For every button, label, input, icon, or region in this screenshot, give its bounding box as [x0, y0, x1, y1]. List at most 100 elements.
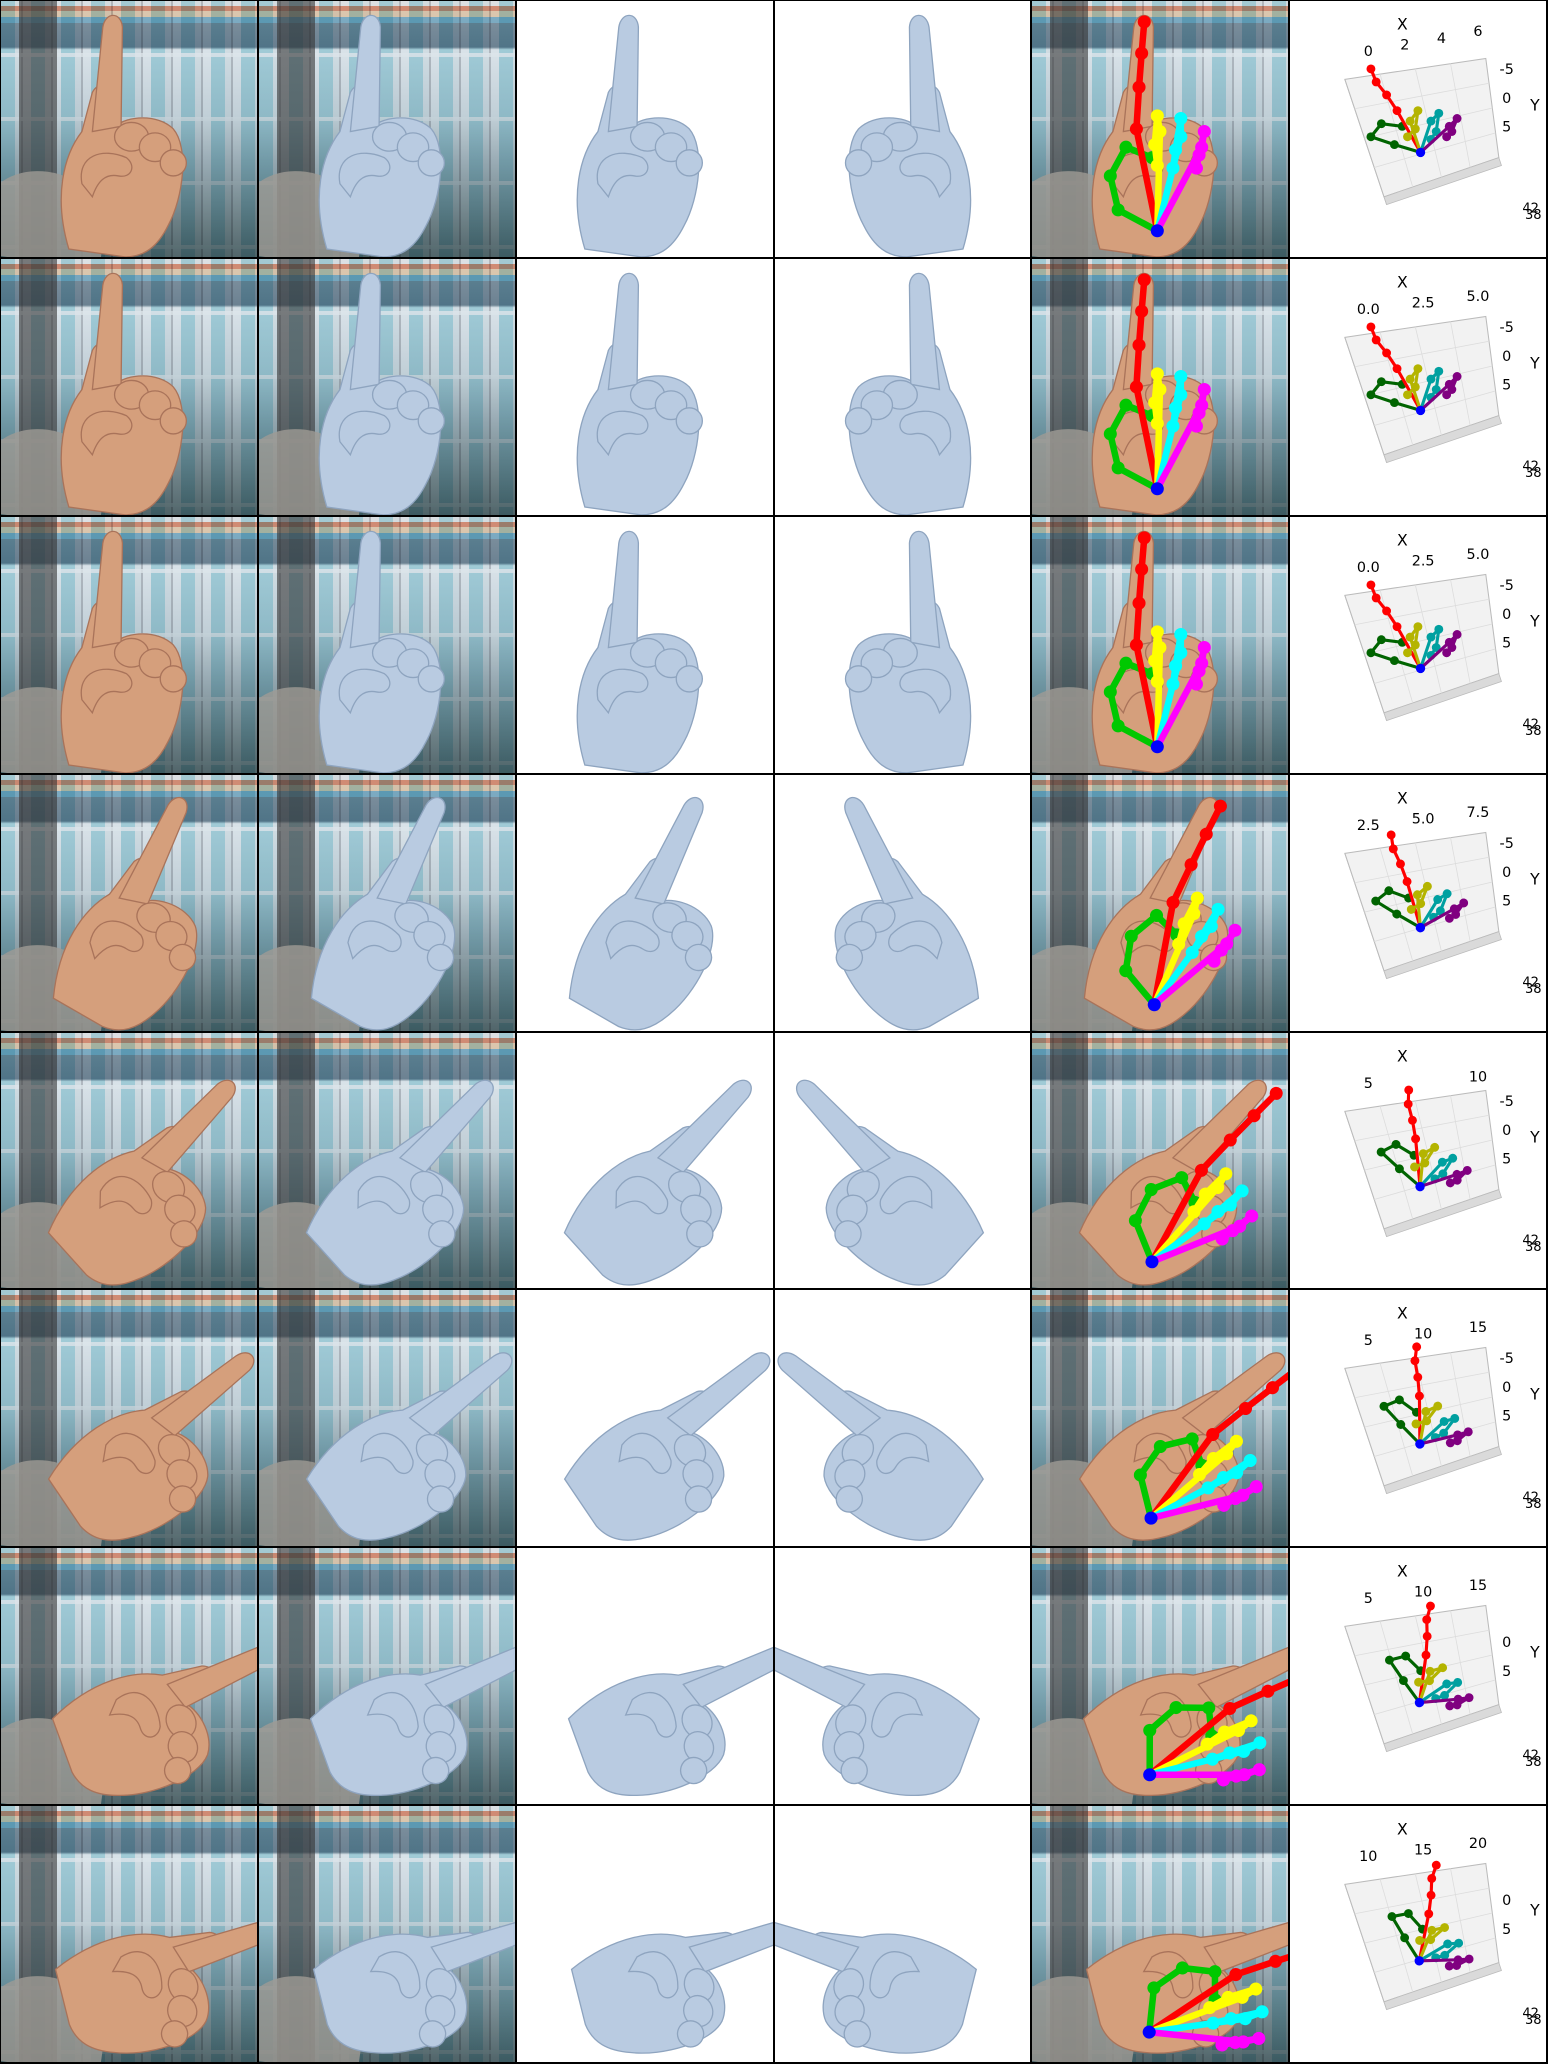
- skeleton-bone: [1137, 1472, 1155, 1522]
- plot-keypoint: [1376, 1147, 1386, 1157]
- plot-keypoint: [1366, 390, 1376, 400]
- skeleton-joint: [1119, 140, 1133, 154]
- x-axis-label: X: [1397, 788, 1408, 807]
- keypoint-overlay-photo: [1032, 1806, 1291, 2064]
- plot-cell: X 2.5 5.0 7.5 Y -5 0 5 42 38: [1290, 774, 1548, 1033]
- x-tick-label: 0.0: [1357, 302, 1380, 318]
- skeleton-joint: [1111, 203, 1126, 217]
- skeleton-joint: [1138, 15, 1152, 29]
- y-tick-label: -5: [1500, 62, 1514, 78]
- skeleton-joint: [1247, 1108, 1261, 1122]
- skeleton-joint: [1148, 138, 1162, 152]
- mesh-render-front: [516, 258, 775, 517]
- skeleton-wrist-joint: [1151, 482, 1165, 496]
- skeleton-bone: [1115, 464, 1161, 492]
- skeleton-joint: [1255, 2005, 1269, 2019]
- plot-keypoint: [1425, 1676, 1435, 1686]
- skeleton-bone: [1151, 940, 1231, 1008]
- mesh-render-front: [516, 774, 775, 1033]
- skeleton-joint: [1228, 923, 1242, 937]
- skeleton-joint: [1244, 1714, 1258, 1728]
- skeleton-joint: [1192, 664, 1206, 678]
- plot-keypoint: [1413, 889, 1422, 899]
- plot-cell: X 5 10 Y -5 0 5 42 38: [1290, 1032, 1548, 1291]
- plot-keypoint: [1392, 621, 1402, 631]
- skeleton-joint: [1217, 1471, 1231, 1485]
- plot-keypoint: [1390, 398, 1400, 407]
- plot-keypoint: [1442, 132, 1452, 142]
- x-tick-label: 5: [1364, 1075, 1373, 1091]
- x-tick-label: 10: [1414, 1585, 1432, 1601]
- plot-keypoint: [1404, 1909, 1413, 1919]
- hand-mesh-front: [568, 796, 713, 1031]
- skeleton-joint: [1151, 367, 1165, 381]
- skeleton-joint: [1202, 1701, 1216, 1715]
- plot-cell: X 0.0 2.5 5.0 Y -5 0 5 42 38: [1290, 516, 1548, 775]
- plot-keypoint: [1413, 621, 1423, 631]
- z-tick-label: 38: [1525, 982, 1542, 997]
- photo-hand: [47, 1352, 255, 1542]
- skeleton-joint: [1190, 161, 1204, 175]
- mesh-overlay-photo: [258, 516, 517, 775]
- hand-mesh-overlay: [312, 1916, 515, 2054]
- plot-keypoint: [1387, 1912, 1397, 1922]
- plot-keypoint: [1403, 648, 1413, 657]
- z-tick-label: 42: [1523, 201, 1540, 216]
- hand-mesh-side: [844, 530, 971, 773]
- skeleton-joint: [1143, 1724, 1157, 1738]
- skeleton-joint: [1195, 929, 1209, 943]
- y-tick-label: 5: [1502, 1151, 1511, 1167]
- plot-keypoint: [1386, 830, 1396, 840]
- plot-keypoint: [1424, 1909, 1434, 1919]
- mesh-render-side: [774, 1806, 1033, 2064]
- skeleton-joint: [1135, 304, 1149, 318]
- skeleton-joint: [1153, 125, 1167, 139]
- y-tick-label: 5: [1502, 377, 1511, 393]
- skeleton-joint: [1198, 382, 1212, 396]
- skeleton-joint: [1198, 640, 1212, 654]
- skeleton-bone: [1133, 599, 1143, 648]
- y-tick-label: 0: [1502, 1122, 1511, 1138]
- plot-keypoint: [1403, 390, 1413, 400]
- plot-keypoint: [1403, 1099, 1413, 1109]
- skeleton-bone: [1133, 641, 1161, 750]
- skeleton-joint: [1229, 1968, 1243, 1982]
- mesh-overlay-photo: [258, 1032, 517, 1291]
- skeleton-joint: [1191, 891, 1205, 905]
- hand-mesh-side: [844, 14, 971, 257]
- mesh-render-side: [774, 1290, 1033, 1549]
- plot-keypoint: [1405, 374, 1415, 384]
- skeleton-bone: [1146, 1705, 1234, 1779]
- plot-keypoint: [1402, 876, 1412, 886]
- hand-mesh-front: [563, 1079, 752, 1286]
- plot-keypoint: [1390, 655, 1400, 665]
- hand-keypoint-overlay: [1143, 1947, 1289, 2052]
- y-tick-label: -5: [1500, 1094, 1514, 1110]
- plot-keypoint: [1366, 580, 1376, 590]
- skeleton-joint: [1104, 169, 1118, 183]
- skeleton-joint: [1198, 125, 1212, 139]
- plot-cell: X 0.0 2.5 5.0 Y -5 0 5 42 38: [1290, 258, 1548, 517]
- plot-keypoint: [1399, 1676, 1409, 1686]
- skeleton-joint: [1147, 1981, 1161, 1995]
- plot-keypoint: [1390, 140, 1400, 150]
- plot-keypoint: [1445, 913, 1454, 923]
- plot-keypoint: [1430, 1142, 1440, 1152]
- skeleton-bone: [1149, 1222, 1244, 1265]
- skeleton-joint: [1203, 2001, 1217, 2015]
- z-tick-label: 42: [1523, 1749, 1540, 1764]
- skeleton-joint: [1174, 130, 1188, 144]
- skeleton-joint: [1216, 1231, 1230, 1245]
- plot-keypoint: [1452, 114, 1462, 123]
- plot-keypoint: [1371, 593, 1381, 603]
- hand-mesh-overlay: [318, 530, 445, 773]
- y-tick-label: -5: [1500, 320, 1514, 336]
- skeleton-joint: [1245, 1208, 1259, 1223]
- plot-keypoint: [1411, 382, 1420, 392]
- plot-cell: X 0 2 4 6 Y -5 0 5 42 38: [1290, 1, 1548, 259]
- skeleton-joint: [1217, 1499, 1231, 1513]
- plot-keypoint: [1413, 1373, 1423, 1383]
- skeleton-joint: [1151, 625, 1165, 639]
- plot-keypoint: [1450, 1414, 1460, 1424]
- plot-keypoint: [1400, 1933, 1410, 1943]
